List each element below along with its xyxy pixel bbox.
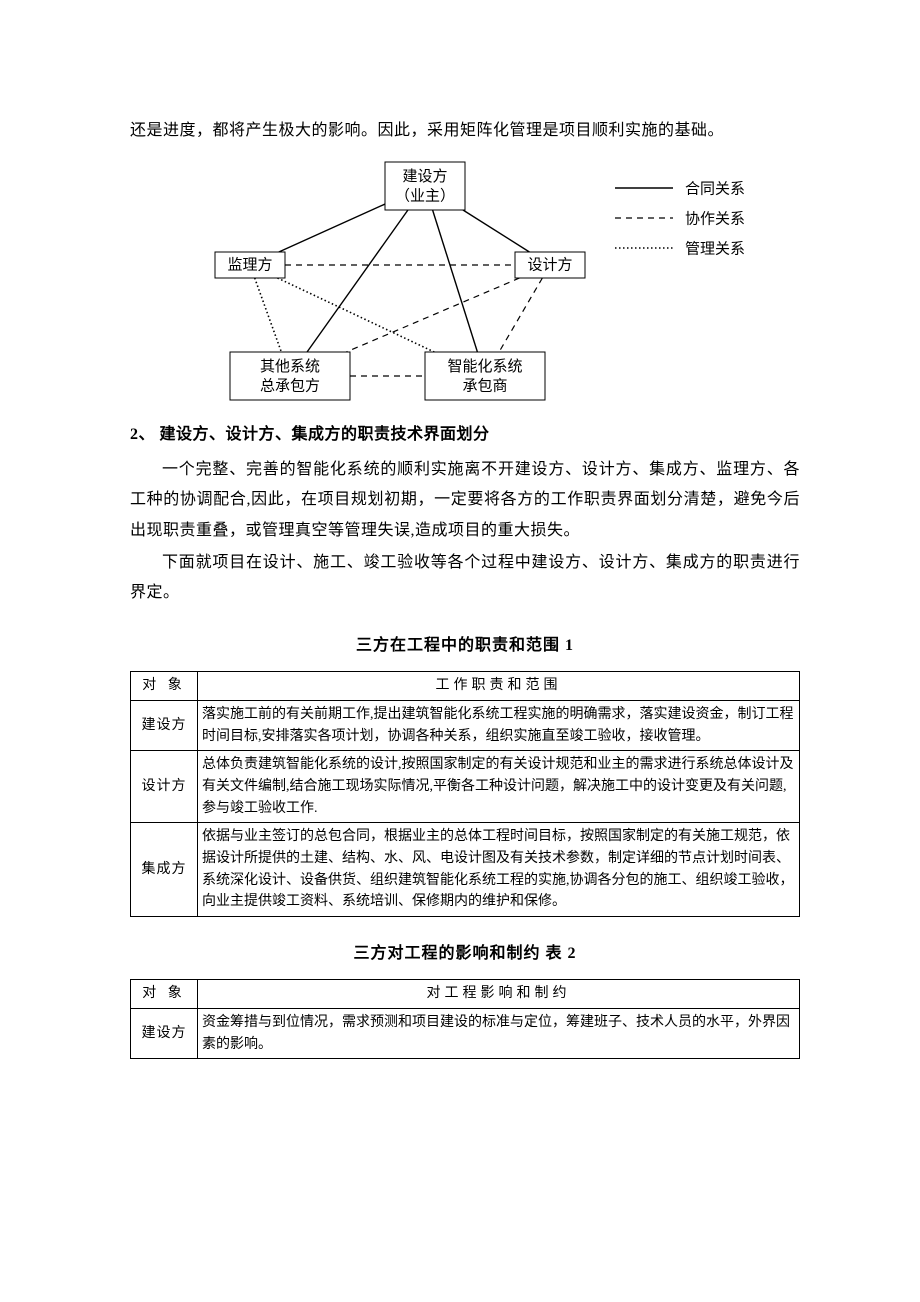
diagram-edge bbox=[463, 210, 529, 252]
diagram-node-supervisor: 监理方 bbox=[215, 252, 285, 278]
table-header: 工作职责和范围 bbox=[198, 672, 800, 701]
svg-text:（业主）: （业主） bbox=[395, 188, 455, 205]
table-header: 对 象 bbox=[131, 980, 198, 1009]
table-row: 集成方依据与业主签订的总包合同，根据业主的总体工程时间目标，按照国家制定的有关施… bbox=[131, 823, 800, 917]
table-cell-object: 建设方 bbox=[131, 700, 198, 750]
legend-label: 协作关系 bbox=[685, 211, 745, 228]
diagram-edge bbox=[255, 278, 282, 352]
table-row: 建设方落实施工前的有关前期工作,提出建筑智能化系统工程实施的明确需求，落实建设资… bbox=[131, 700, 800, 750]
legend-label: 合同关系 bbox=[685, 181, 745, 198]
table-cell-description: 依据与业主签订的总包合同，根据业主的总体工程时间目标，按照国家制定的有关施工规范… bbox=[198, 823, 800, 917]
legend-label: 管理关系 bbox=[685, 241, 745, 258]
diagram-edge bbox=[499, 278, 542, 352]
table-row: 设计方总体负责建筑智能化系统的设计,按照国家制定的有关设计规范和业主的需求进行系… bbox=[131, 751, 800, 823]
svg-text:总承包方: 总承包方 bbox=[260, 378, 320, 395]
table-2-title: 三方对工程的影响和制约 表 2 bbox=[130, 939, 800, 969]
table-1-title: 三方在工程中的职责和范围 1 bbox=[130, 631, 800, 661]
svg-text:监理方: 监理方 bbox=[227, 257, 272, 274]
table-cell-description: 落实施工前的有关前期工作,提出建筑智能化系统工程实施的明确需求，落实建设资金，制… bbox=[198, 700, 800, 750]
document-page: 还是进度，都将产生极大的影响。因此，采用矩阵化管理是项目顺利实施的基础。 建设方… bbox=[0, 0, 920, 1302]
diagram-edge bbox=[346, 278, 519, 352]
section-2-paragraph-2: 下面就项目在设计、施工、竣工验收等各个过程中建设方、设计方、集成方的职责进行界定… bbox=[130, 548, 800, 609]
intro-paragraph: 还是进度，都将产生极大的影响。因此，采用矩阵化管理是项目顺利实施的基础。 bbox=[130, 116, 800, 146]
table-cell-object: 设计方 bbox=[131, 751, 198, 823]
diagram-node-smart: 智能化系统承包商 bbox=[425, 352, 545, 400]
svg-text:承包商: 承包商 bbox=[462, 378, 507, 395]
table-cell-object: 建设方 bbox=[131, 1009, 198, 1059]
diagram-node-designer: 设计方 bbox=[515, 252, 585, 278]
responsibility-table-2: 对 象对工程影响和制约建设方资金筹措与到位情况，需求预测和项目建设的标准与定位，… bbox=[130, 979, 800, 1059]
diagram-svg: 建设方 （业主） 监理方 设计方其他系统总承包方 智能化系统承包商 合同关系协作关系管理关… bbox=[135, 152, 795, 412]
responsibility-table-1: 对 象工作职责和范围建设方落实施工前的有关前期工作,提出建筑智能化系统工程实施的… bbox=[130, 671, 800, 917]
svg-text:智能化系统: 智能化系统 bbox=[447, 357, 522, 375]
org-relationship-diagram: 建设方 （业主） 监理方 设计方其他系统总承包方 智能化系统承包商 合同关系协作关系管理关… bbox=[135, 152, 795, 412]
table-cell-object: 集成方 bbox=[131, 823, 198, 917]
section-2-title: 2、 建设方、设计方、集成方的职责技术界面划分 bbox=[130, 420, 800, 450]
section-2-paragraph-1: 一个完整、完善的智能化系统的顺利实施离不开建设方、设计方、集成方、监理方、各工种… bbox=[130, 455, 800, 546]
diagram-node-owner: 建设方 （业主） bbox=[385, 162, 465, 210]
table-cell-description: 资金筹措与到位情况，需求预测和项目建设的标准与定位，筹建班子、技术人员的水平，外… bbox=[198, 1009, 800, 1059]
svg-text:其他系统: 其他系统 bbox=[260, 358, 320, 375]
svg-text:建设方: 建设方 bbox=[402, 168, 447, 185]
svg-text:设计方: 设计方 bbox=[527, 257, 572, 274]
diagram-edge bbox=[307, 210, 408, 352]
diagram-edge bbox=[433, 210, 478, 352]
diagram-node-other: 其他系统总承包方 bbox=[230, 352, 350, 400]
diagram-edge bbox=[278, 278, 435, 352]
table-header: 对工程影响和制约 bbox=[198, 980, 800, 1009]
table-cell-description: 总体负责建筑智能化系统的设计,按照国家制定的有关设计规范和业主的需求进行系统总体… bbox=[198, 751, 800, 823]
table-row: 建设方资金筹措与到位情况，需求预测和项目建设的标准与定位，筹建班子、技术人员的水… bbox=[131, 1009, 800, 1059]
table-header: 对 象 bbox=[131, 672, 198, 701]
diagram-edge bbox=[279, 204, 385, 252]
